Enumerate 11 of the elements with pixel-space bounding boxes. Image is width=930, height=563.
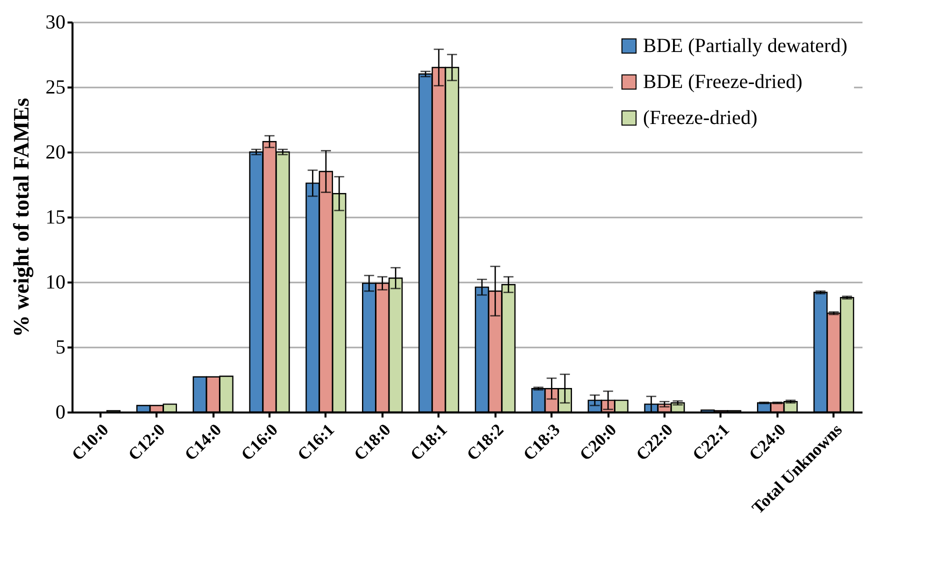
y-tick-label: 10 — [46, 272, 66, 294]
y-tick-label: 0 — [56, 402, 66, 424]
y-tick-label: 15 — [46, 206, 66, 228]
y-axis-title: % weight of total FAMEs — [8, 98, 34, 338]
legend-label: BDE (Partially dewaterd) — [643, 35, 848, 57]
y-tick-label: 30 — [46, 12, 66, 34]
y-tick-label: 5 — [56, 336, 66, 358]
y-tick-label: 20 — [46, 142, 66, 164]
y-tick-label: 25 — [46, 76, 66, 98]
legend-label: BDE (Freeze-dried) — [643, 71, 802, 93]
legend-label: (Freeze-dried) — [643, 107, 758, 129]
